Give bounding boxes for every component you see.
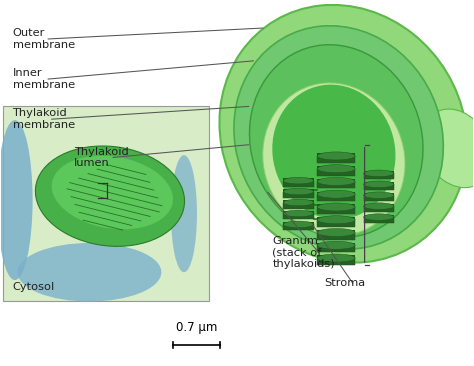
Ellipse shape [263,83,405,236]
Ellipse shape [272,85,395,219]
Bar [364,195,394,201]
Bar [318,192,355,194]
Bar [364,204,394,206]
Ellipse shape [318,165,355,173]
Ellipse shape [270,24,388,97]
Bar [364,193,394,195]
Bar [283,181,314,187]
Bar [364,182,394,184]
Text: Outer
membrane: Outer membrane [12,28,74,50]
Bar [283,191,314,198]
Ellipse shape [234,26,443,249]
Bar [318,217,355,220]
Bar [3,107,209,302]
Text: Thylakoid
membrane: Thylakoid membrane [12,108,74,130]
Ellipse shape [318,152,355,160]
Bar [318,207,355,214]
Bar [318,194,355,201]
Ellipse shape [249,45,423,238]
Ellipse shape [422,109,474,188]
Ellipse shape [318,203,355,211]
Ellipse shape [318,216,355,224]
Bar [283,211,314,213]
Bar [318,255,355,258]
Ellipse shape [318,178,355,186]
Ellipse shape [364,181,394,187]
Bar [283,222,314,224]
Ellipse shape [52,156,173,229]
Ellipse shape [364,214,394,220]
Bar [283,189,314,191]
Text: Thylakoid
lumen: Thylakoid lumen [74,147,129,168]
Ellipse shape [18,243,161,302]
Bar [364,184,394,190]
Bar [364,206,394,212]
Bar [283,213,314,220]
Bar [283,200,314,202]
Bar [318,179,355,182]
Text: Stroma: Stroma [324,278,365,288]
Ellipse shape [283,210,314,217]
Bar [318,166,355,169]
Bar [318,156,355,163]
Text: 0.7 μm: 0.7 μm [176,321,218,334]
Ellipse shape [318,190,355,198]
Bar [318,220,355,227]
Bar [364,217,394,223]
Ellipse shape [318,228,355,236]
Ellipse shape [283,188,314,195]
Bar [364,215,394,217]
Bar [283,224,314,231]
Ellipse shape [364,203,394,209]
Bar [318,230,355,232]
Ellipse shape [219,5,467,263]
Bar [318,245,355,252]
Ellipse shape [171,155,197,272]
Ellipse shape [36,146,184,246]
Text: Cytosol: Cytosol [12,282,55,292]
Bar [318,243,355,245]
Bar [364,173,394,179]
Bar [364,171,394,173]
Bar [318,182,355,188]
Text: Granum
(stack of
thylakoids): Granum (stack of thylakoids) [273,236,335,269]
Ellipse shape [318,254,355,262]
Ellipse shape [0,120,33,280]
Ellipse shape [364,192,394,198]
Ellipse shape [364,170,394,177]
Bar [283,202,314,209]
Bar [318,169,355,176]
Bar [318,153,355,156]
Ellipse shape [318,241,355,249]
Text: Inner
membrane: Inner membrane [12,68,74,90]
Ellipse shape [283,221,314,228]
Ellipse shape [283,199,314,206]
Bar [318,205,355,207]
Bar [318,232,355,239]
Bar [318,258,355,265]
Ellipse shape [283,178,314,184]
Bar [283,179,314,181]
